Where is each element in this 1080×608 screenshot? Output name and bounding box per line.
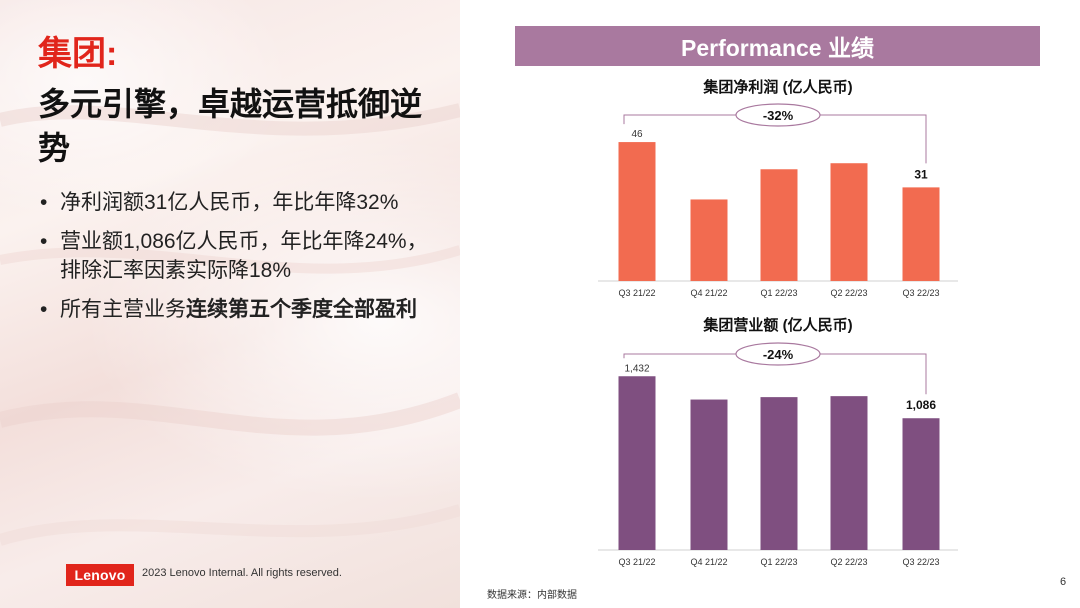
revenue-tick-label: Q2 22/23 xyxy=(830,557,867,567)
net-profit-chart-title: 集团净利润 (亿人民币) xyxy=(702,78,852,96)
net-profit-bar xyxy=(830,163,868,281)
bullet-item-profitability: • 所有主营业务连续第五个季度全部盈利 xyxy=(36,295,436,324)
bullet-dot-icon: • xyxy=(40,191,48,214)
bullet-dot-icon: • xyxy=(40,298,48,321)
net-profit-bar xyxy=(902,187,940,281)
revenue-chart-title: 集团营业额 (亿人民币) xyxy=(702,316,852,334)
net-profit-bar xyxy=(760,169,798,281)
bullet-dot-icon: • xyxy=(40,230,48,253)
net-profit-tick-label: Q2 22/23 xyxy=(830,288,867,298)
data-source-note: 数据来源：内部数据 xyxy=(487,590,577,601)
net-profit-tick-label: Q1 22/23 xyxy=(760,288,797,298)
page-number: 6 xyxy=(1060,576,1067,588)
revenue-change-badge xyxy=(735,342,821,366)
revenue-bar xyxy=(690,399,728,550)
revenue-bar xyxy=(618,376,656,550)
slide-title-group: 集团: xyxy=(38,35,118,73)
performance-banner: Performance 业绩 xyxy=(515,26,1040,66)
revenue-bar xyxy=(902,418,940,550)
revenue-tick-label: Q3 21/22 xyxy=(618,557,655,567)
revenue-tick-label: Q1 22/23 xyxy=(760,557,797,567)
bullet-text: 净利润额31亿人民币，年比年降32% xyxy=(60,191,399,214)
net-profit-bar xyxy=(618,142,656,281)
net-profit-data-label-first: 46 xyxy=(631,129,643,140)
revenue-data-label-last: 1,086 xyxy=(906,398,936,412)
net-profit-change-label: -32% xyxy=(763,108,794,123)
revenue-change-label: -24% xyxy=(763,347,794,362)
net-profit-data-label-last: 31 xyxy=(914,167,928,181)
bullet-text: 营业额1,086亿人民币，年比年降24%，排除汇率因素实际降18% xyxy=(60,230,428,282)
bullet-item-net-profit: • 净利润额31亿人民币，年比年降32% xyxy=(36,188,436,217)
net-profit-tick-label: Q4 21/22 xyxy=(690,288,727,298)
revenue-data-label-first: 1,432 xyxy=(624,363,649,374)
bullet-text: 所有主营业务 xyxy=(60,298,186,321)
net-profit-bar xyxy=(690,199,728,281)
lenovo-logo: Lenovo xyxy=(66,564,134,586)
revenue-bar xyxy=(830,396,868,550)
bullet-list: • 净利润额31亿人民币，年比年降32% • 营业额1,086亿人民币，年比年降… xyxy=(36,188,436,334)
revenue-tick-label: Q4 21/22 xyxy=(690,557,727,567)
slide-headline: 多元引擎，卓越运营抵御逆势 xyxy=(38,86,423,166)
left-background-panel xyxy=(0,0,460,608)
decorative-swirl-background xyxy=(0,103,460,546)
net-profit-tick-label: Q3 21/22 xyxy=(618,288,655,298)
copyright-text: 2023 Lenovo Internal. All rights reserve… xyxy=(142,567,342,579)
bullet-bold-text: 连续第五个季度全部盈利 xyxy=(186,298,417,321)
bullet-item-revenue: • 营业额1,086亿人民币，年比年降24%，排除汇率因素实际降18% xyxy=(36,227,436,285)
revenue-bar xyxy=(760,397,798,550)
revenue-tick-label: Q3 22/23 xyxy=(902,557,939,567)
net-profit-change-badge xyxy=(735,103,821,127)
net-profit-tick-label: Q3 22/23 xyxy=(902,288,939,298)
